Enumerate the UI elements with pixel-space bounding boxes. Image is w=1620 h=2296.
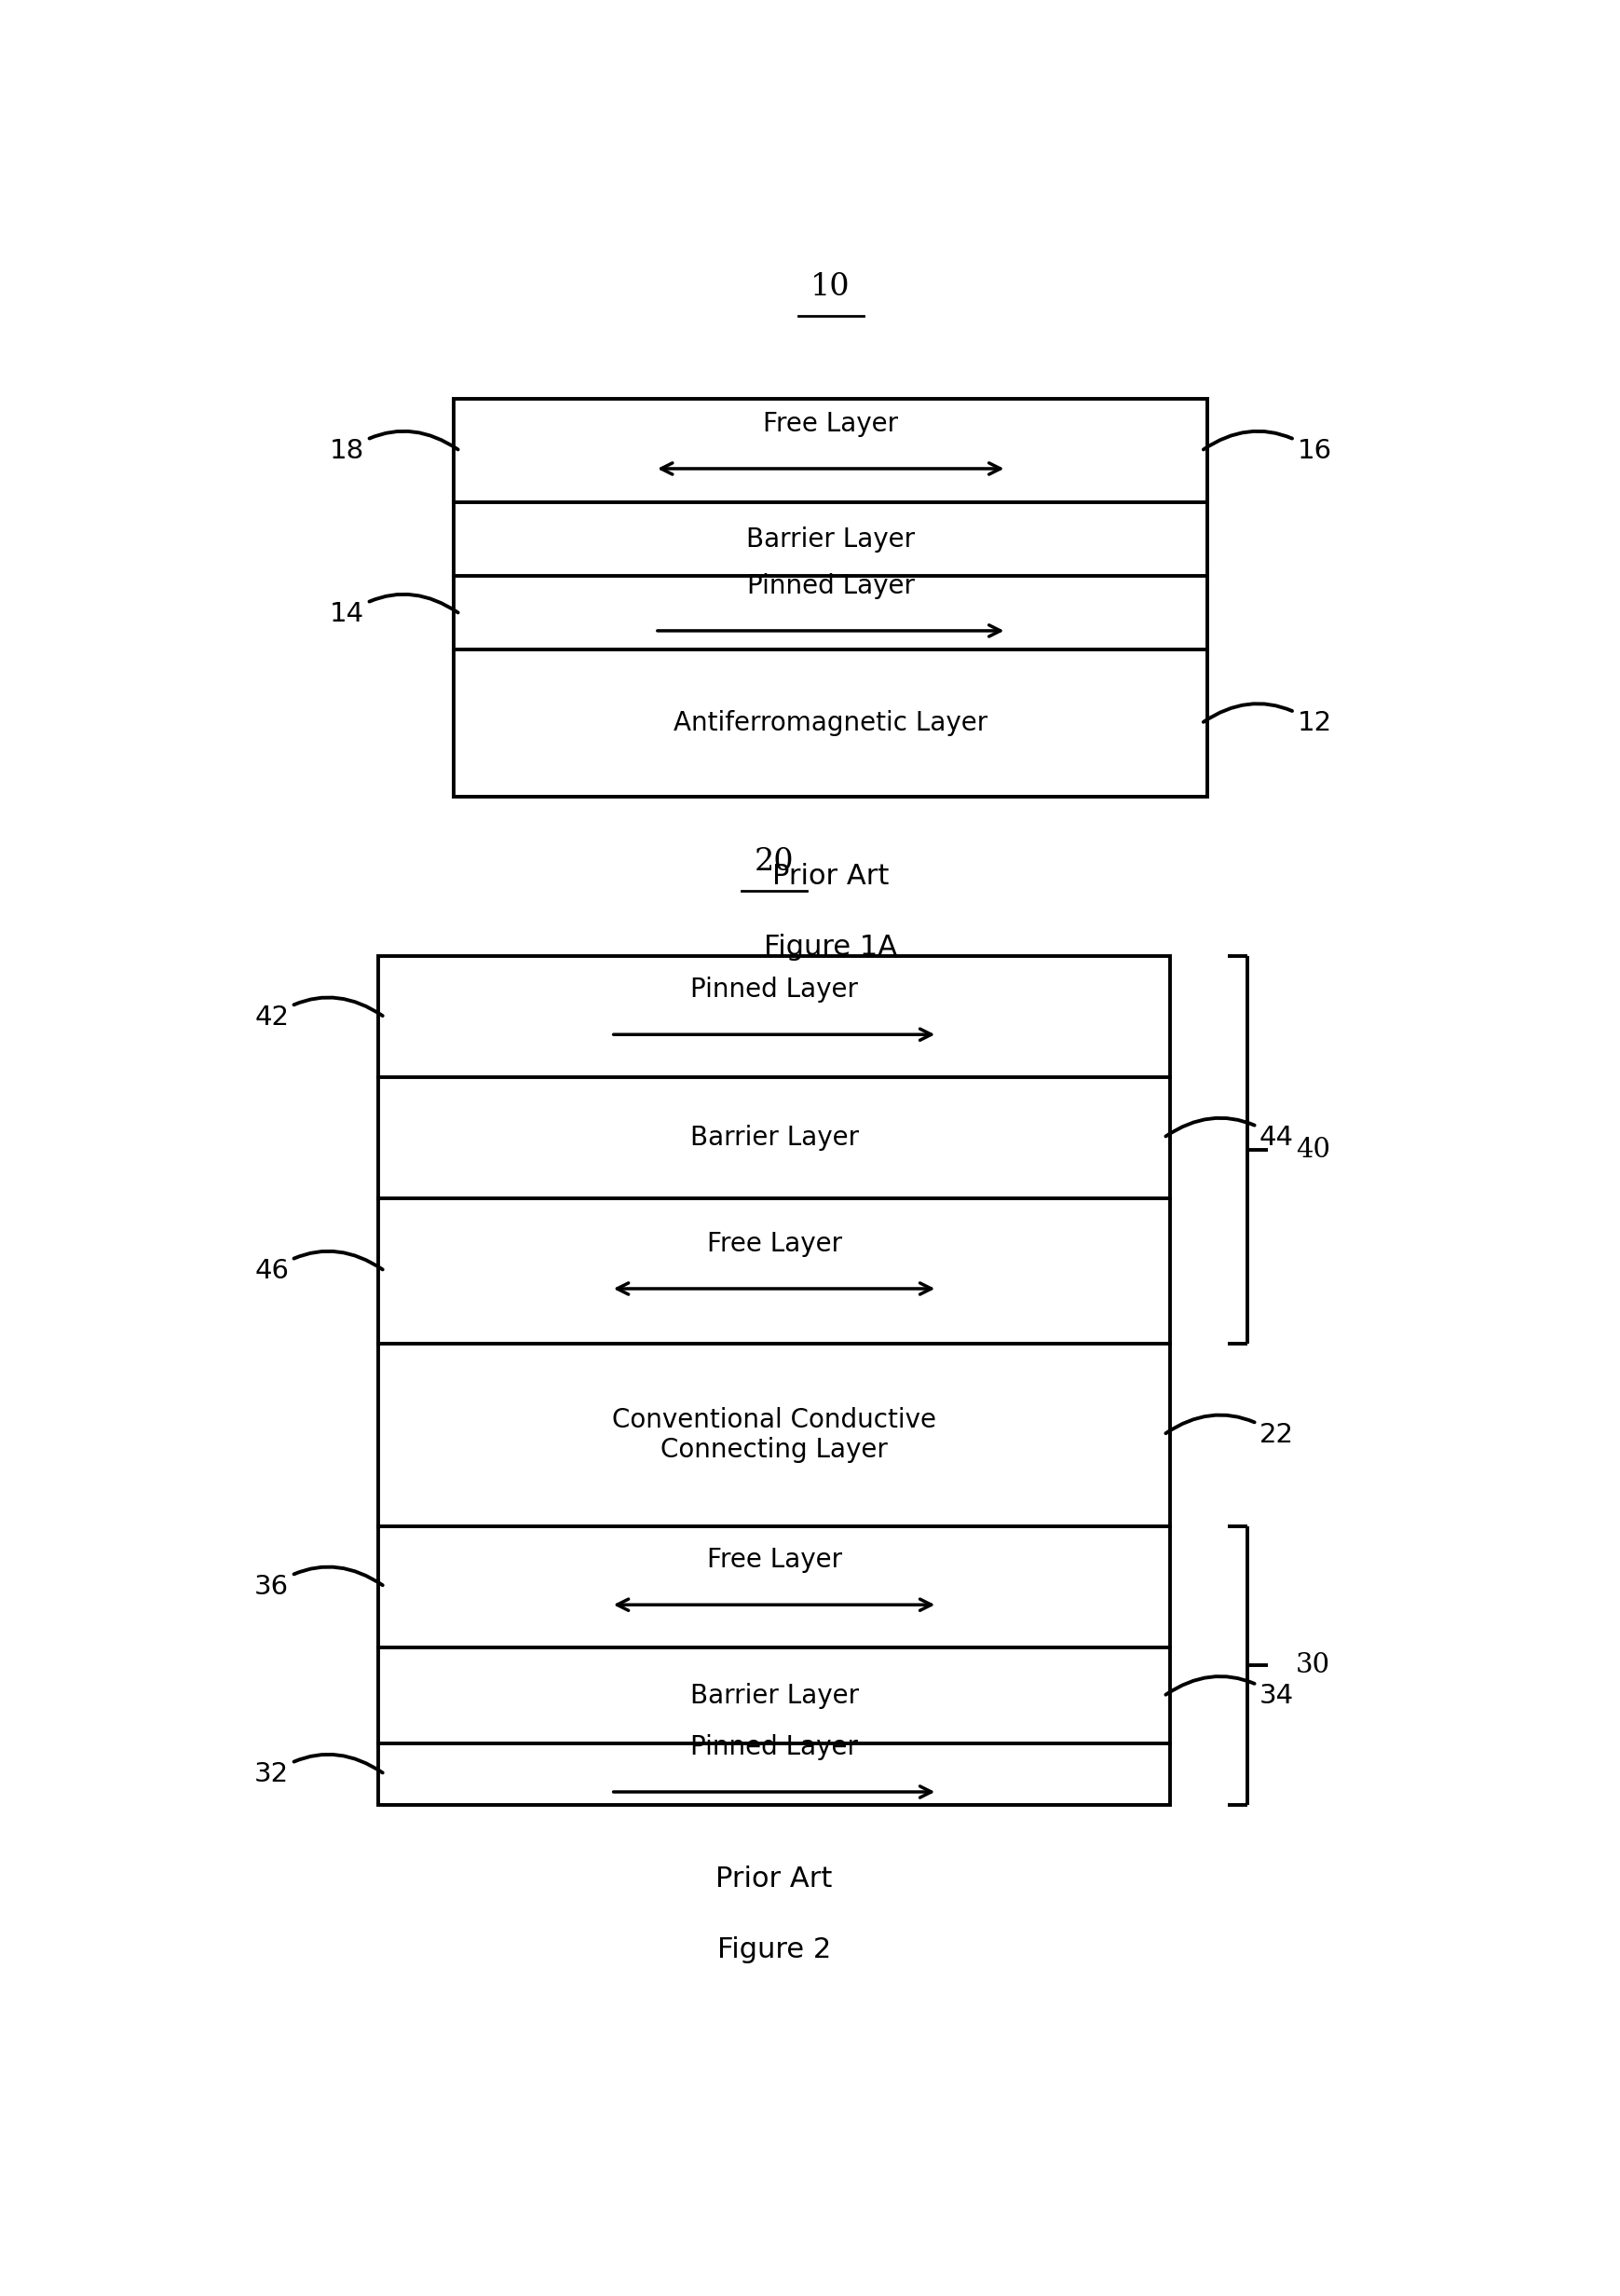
Text: 14: 14 (329, 595, 458, 627)
Text: 46: 46 (254, 1251, 382, 1283)
Text: Pinned Layer: Pinned Layer (747, 572, 914, 599)
Text: 36: 36 (254, 1566, 382, 1600)
Text: Barrier Layer: Barrier Layer (690, 1125, 859, 1150)
Bar (454, 400, 1207, 797)
Text: Barrier Layer: Barrier Layer (690, 1683, 859, 1708)
Text: Free Layer: Free Layer (706, 1548, 841, 1573)
Text: 42: 42 (254, 996, 382, 1031)
Text: 18: 18 (329, 432, 458, 464)
Text: 16: 16 (1202, 432, 1332, 464)
Text: Free Layer: Free Layer (706, 1231, 841, 1256)
Text: 20: 20 (753, 847, 794, 877)
Text: 22: 22 (1165, 1414, 1293, 1449)
Text: Pinned Layer: Pinned Layer (690, 976, 857, 1003)
Text: 32: 32 (254, 1754, 382, 1786)
Text: Prior Art: Prior Art (716, 1867, 833, 1892)
Text: 30: 30 (1294, 1653, 1330, 1678)
Text: Barrier Layer: Barrier Layer (745, 526, 915, 553)
Text: Pinned Layer: Pinned Layer (690, 1733, 857, 1761)
Text: Conventional Conductive
Connecting Layer: Conventional Conductive Connecting Layer (612, 1407, 936, 1463)
Text: Figure 1A: Figure 1A (763, 934, 897, 960)
Text: Figure 2: Figure 2 (716, 1936, 831, 1963)
Text: Antiferromagnetic Layer: Antiferromagnetic Layer (674, 709, 987, 737)
Text: 34: 34 (1165, 1676, 1293, 1708)
Text: 44: 44 (1165, 1118, 1293, 1150)
Text: 10: 10 (810, 273, 851, 303)
Text: 40: 40 (1294, 1137, 1330, 1164)
Text: Free Layer: Free Layer (763, 411, 897, 436)
Text: Prior Art: Prior Art (771, 863, 889, 891)
Bar (379, 955, 1170, 1805)
Text: 12: 12 (1202, 703, 1332, 737)
